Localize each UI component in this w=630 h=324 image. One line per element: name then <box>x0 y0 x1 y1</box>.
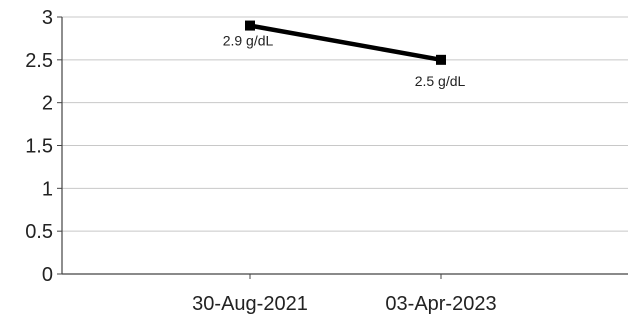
gridlines <box>57 16 628 275</box>
data-label: 2.5 g/dL <box>415 73 466 89</box>
y-tick-label: 3 <box>42 7 53 29</box>
y-tick-label: 2 <box>42 93 53 115</box>
series-line <box>249 23 442 63</box>
x-tick-labels: 30-Aug-2021 03-Apr-2023 <box>192 274 497 315</box>
data-point-marker <box>436 54 446 65</box>
y-tick-label: 1 <box>42 178 53 200</box>
axes <box>61 17 628 275</box>
x-tick-label: 03-Apr-2023 <box>385 293 496 315</box>
y-tick-labels: 0 0.5 1 1.5 2 2.5 3 <box>25 7 53 286</box>
y-tick-label: 1.5 <box>25 136 53 158</box>
series-group: 2.9 g/dL 2.5 g/dL <box>223 20 466 89</box>
data-label: 2.9 g/dL <box>223 33 274 49</box>
y-tick-label: 0.5 <box>25 221 53 243</box>
y-tick-label: 0 <box>42 264 53 286</box>
x-tick-label: 30-Aug-2021 <box>192 293 308 315</box>
data-point-marker <box>245 20 255 31</box>
y-tick-label: 2.5 <box>25 50 53 72</box>
